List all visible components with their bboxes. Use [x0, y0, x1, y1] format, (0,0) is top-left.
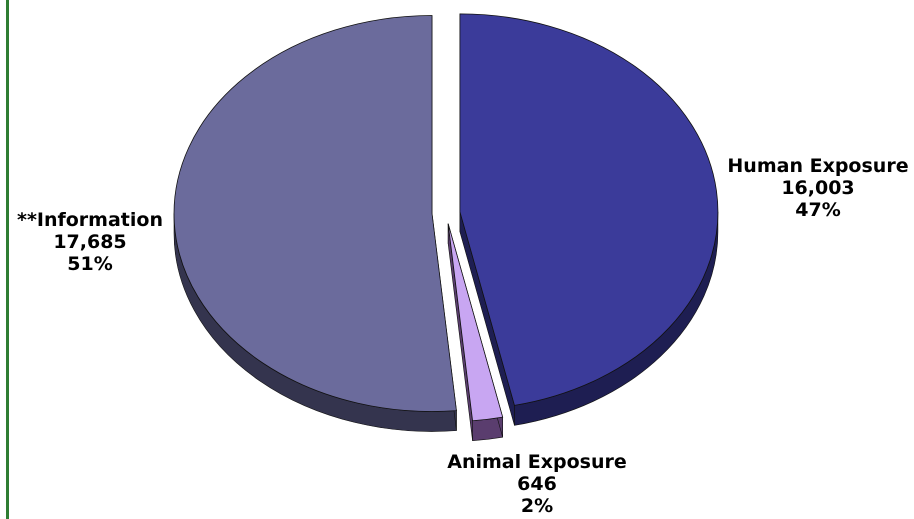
- slice-human-exposure: [459, 13, 719, 406]
- left-border: [6, 0, 9, 519]
- label-animal-exposure-count: 646: [517, 473, 557, 495]
- label-information-count: 17,685: [53, 231, 127, 253]
- label-human-exposure-count: 16,003: [781, 177, 855, 199]
- label-human-exposure-name: Human Exposure: [727, 155, 909, 177]
- label-information: **Information 17,685 51%: [4, 209, 176, 275]
- label-animal-exposure-percent: 2%: [520, 495, 554, 517]
- label-human-exposure: Human Exposure 16,003 47%: [718, 155, 914, 221]
- label-information-percent: 51%: [67, 253, 113, 275]
- slice-animal-exposure: [447, 223, 504, 422]
- label-animal-exposure: Animal Exposure 646 2%: [437, 451, 637, 517]
- label-human-exposure-percent: 47%: [795, 199, 841, 221]
- slice-information: [173, 15, 457, 412]
- label-information-name: **Information: [17, 209, 163, 231]
- label-animal-exposure-name: Animal Exposure: [447, 451, 627, 473]
